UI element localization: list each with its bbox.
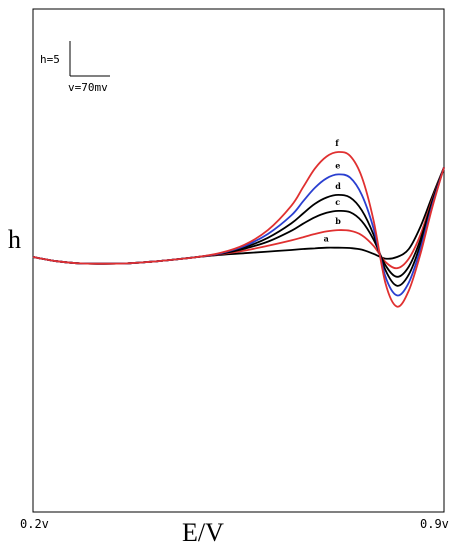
curve-label-a: a: [324, 234, 329, 244]
scale-bar-height-label: h=5: [40, 53, 60, 66]
x-axis-label: E/V: [182, 518, 224, 547]
curve-label-d: d: [335, 181, 341, 191]
plot-frame: [32, 8, 445, 513]
curve-label-f: f: [335, 138, 339, 148]
y-axis-label: h: [8, 225, 21, 254]
scale-bar: h=5 v=70mv: [40, 41, 110, 94]
curves: [32, 151, 445, 308]
x-tick-label-end: 0.9v: [420, 517, 449, 531]
x-tick-label-start: 0.2v: [20, 517, 49, 531]
scale-bar-voltage-label: v=70mv: [68, 81, 108, 94]
curve-label-b: b: [335, 216, 341, 226]
curve-label-c: c: [335, 197, 340, 207]
curve-f: [32, 151, 445, 308]
curve-label-e: e: [335, 160, 340, 170]
